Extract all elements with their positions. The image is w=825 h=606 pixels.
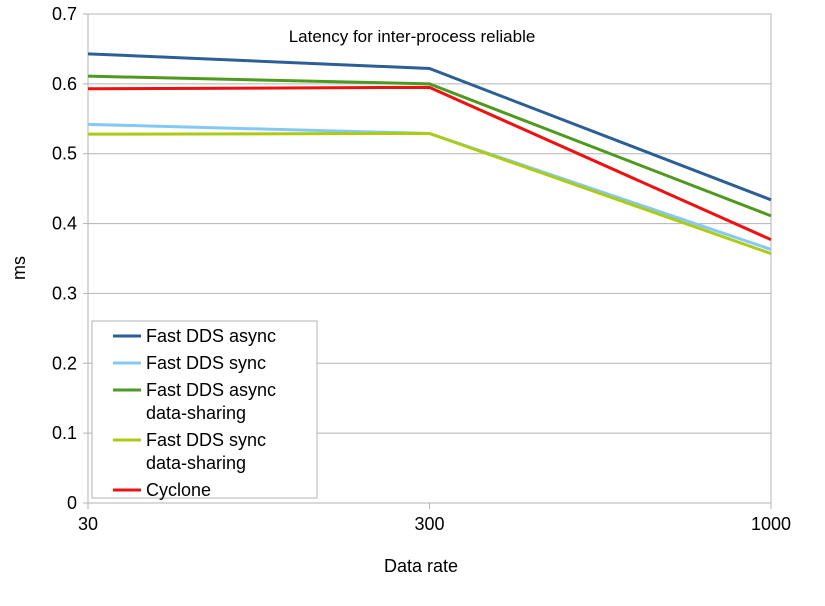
- series-line-0: [87, 52, 772, 202]
- legend-label: Fast DDS async data-sharing: [146, 380, 276, 423]
- series-lines: [87, 52, 772, 256]
- y-tick-label: 0: [67, 493, 77, 513]
- legend-box: [91, 320, 318, 499]
- legend-label-line: Fast DDS async: [146, 326, 276, 346]
- y-tick-label: 0.6: [52, 74, 77, 94]
- y-tick-label: 0.3: [52, 283, 77, 303]
- legend-label: Fast DDS async: [146, 326, 276, 346]
- y-tick-label: 0.2: [52, 353, 77, 373]
- x-tick-label: 300: [414, 514, 444, 534]
- series-line-4: [87, 85, 772, 242]
- chart-title: Latency for inter-process reliable: [289, 27, 536, 46]
- x-tick-label: 1000: [751, 514, 791, 534]
- y-axis-label: ms: [9, 256, 29, 280]
- y-tick-label: 0.5: [52, 144, 77, 164]
- legend-label-line: Fast DDS sync: [146, 430, 266, 450]
- y-tick-label: 0.4: [52, 214, 77, 234]
- legend-label: Fast DDS sync: [146, 353, 266, 373]
- legend-label: Fast DDS sync data-sharing: [146, 430, 266, 473]
- series-line-2: [87, 74, 772, 218]
- legend-label-line: Cyclone: [146, 480, 211, 500]
- legend-label: Cyclone: [146, 480, 211, 500]
- legend-label-line: data-sharing: [146, 403, 246, 423]
- series-line-1: [87, 122, 772, 251]
- legend-label-line: Fast DDS sync: [146, 353, 266, 373]
- legend: Fast DDS async Fast DDS sync Fast DDS asyn…: [91, 320, 318, 500]
- y-tick-label: 0.7: [52, 4, 77, 24]
- series-line-3: [87, 131, 772, 256]
- x-axis-label: Data rate: [384, 556, 458, 576]
- legend-label-line: data-sharing: [146, 453, 246, 473]
- legend-label-line: Fast DDS async: [146, 380, 276, 400]
- x-tick-label: 30: [78, 514, 98, 534]
- y-tick-label: 0.1: [52, 423, 77, 443]
- axes: 0 0.1 0.2 0.3 0.4 0.5 0.6 0.7 30 300 1000: [52, 4, 791, 534]
